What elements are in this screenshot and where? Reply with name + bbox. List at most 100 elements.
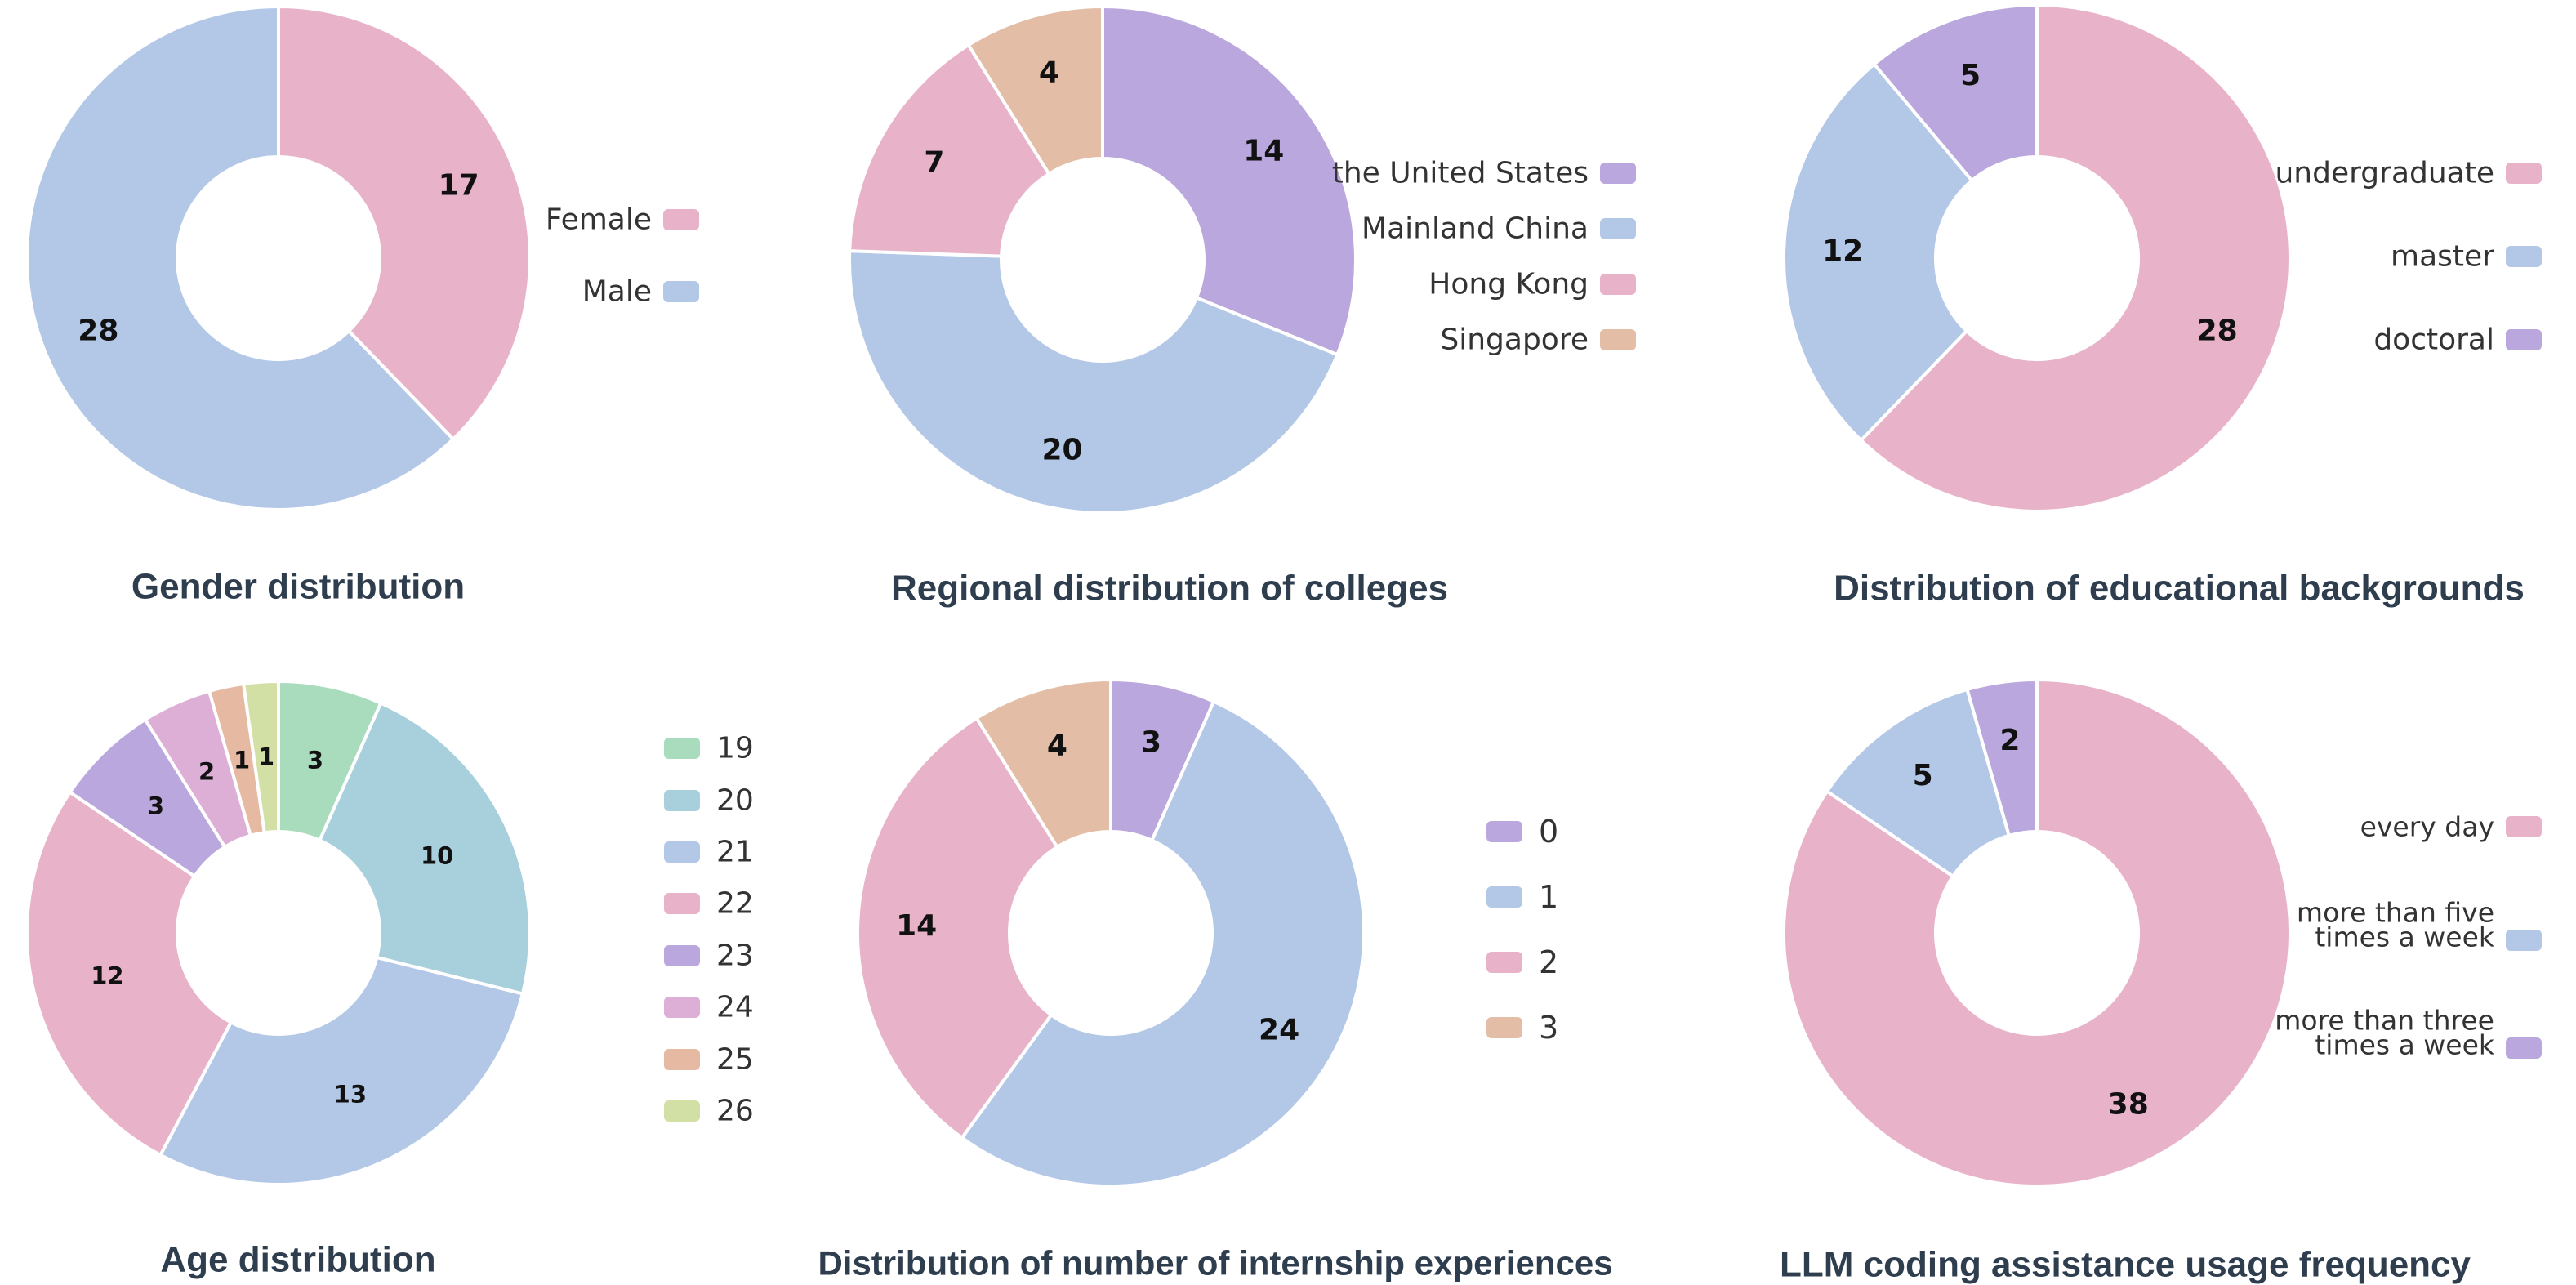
legend-item-22: 22 [664,887,754,921]
legend-swatch [1486,1017,1522,1038]
legend-item-26: 26 [664,1095,754,1128]
slice-value-master: 12 [1822,234,1863,268]
legend-label: 0 [1539,814,1558,850]
legend-swatch [664,945,700,966]
slice-every-day [1782,678,2292,1188]
donut-chart-1: 17 28 Female Male Gender distribution [25,5,699,607]
slice-value-more-than-five-times-a-week: 5 [1913,759,1933,792]
slice-1 [960,699,1366,1188]
slice-value-doctoral: 5 [1960,59,1981,92]
slice-22 [25,790,233,1157]
legend-item-hong-kong: Hong Kong [1428,268,1636,301]
legend-item-female: Female [546,203,699,237]
slice-value-22: 12 [91,962,123,989]
legend-item-3: 3 [1486,1010,1558,1046]
legend-label: master [2391,240,2494,274]
legend-swatch [2506,163,2542,184]
slice-undergraduate [1859,3,2292,513]
slice-mainland-china [848,249,1339,515]
legend-item-every-day: every day [2360,811,2542,843]
legend-swatch [1600,329,1636,350]
slice-value-male: 28 [78,315,118,348]
chart-title: Gender distribution [131,567,465,607]
legend-label: 25 [716,1043,754,1077]
legend-item-19: 19 [664,732,754,765]
slice-value-0: 3 [1141,726,1161,760]
slice-value-singapore: 4 [1039,56,1059,90]
slice-the-united-states [1101,5,1357,357]
legend-swatch [663,281,699,302]
slice-21 [158,956,524,1186]
chart-title: Regional distribution of colleges [891,569,1448,609]
slice-value-hong-kong: 7 [924,146,944,180]
slice-doctoral [1872,3,2039,183]
legend-swatch [1600,218,1636,239]
legend-item-2: 2 [1486,944,1558,980]
slice-value-mainland-china: 20 [1041,433,1082,466]
legend-item-24: 24 [664,991,754,1024]
legend-label: 19 [716,732,754,765]
slice-value-21: 13 [334,1080,367,1108]
slice-26 [242,680,280,835]
slice-value-24: 2 [198,758,215,786]
legend-item-mainland-china: Mainland China [1362,212,1636,246]
legend-swatch [2506,930,2542,951]
legend-item-undergraduate: undergraduate [2275,157,2542,190]
legend-label: every day [2360,811,2494,843]
donut-chart-2: 14 20 7 4 the United States Mainland China Hon… [848,5,1636,609]
slice-value-20: 10 [421,841,453,869]
slice-master [1782,62,1974,442]
legend-item-more-than-three-times-a-week: more than three times a week [2275,1005,2542,1061]
legend-swatch [1600,274,1636,295]
slice-value-every-day: 38 [2108,1088,2149,1122]
slice-more-than-three-times-a-week [1965,678,2039,837]
legend-swatch [2506,1037,2542,1059]
donut-chart-5: 3 24 14 4 0 1 2 3 Distribution of number of inte… [818,678,1613,1283]
legend-item-23: 23 [664,939,754,973]
chart-title: LLM coding assistance usage frequency [1780,1245,2471,1285]
legend-item-25: 25 [664,1043,754,1077]
legend-swatch [664,790,700,811]
chart-title: Distribution of educational backgrounds [1834,569,2525,609]
legend-swatch [2506,816,2542,837]
legend-label: Singapore [1440,323,1589,357]
legend-label: Male [582,275,652,309]
slice-20 [318,701,532,996]
legend-item-master: master [2391,240,2542,274]
legend-swatch [664,841,700,863]
legend-item-more-than-five-times-a-week: more than five times a week [2297,897,2542,953]
legend-swatch [664,997,700,1018]
legend-swatch [1600,163,1636,184]
slice-value-more-than-three-times-a-week: 2 [1999,724,2020,757]
slice-more-than-five-times-a-week [1825,688,2011,878]
legend-label: doctoral [2373,323,2494,357]
legend-swatch [1486,821,1522,842]
legend-label: 26 [716,1095,754,1128]
legend-label: 24 [716,991,754,1024]
slice-3 [974,678,1112,849]
slice-male [25,5,455,511]
legend-item-male: Male [582,275,699,309]
legend-swatch [1486,886,1522,908]
slice-2 [856,716,1059,1140]
legend-label: 23 [716,939,754,973]
legend-item-the-united-states: the United States [1332,157,1636,190]
legend-label: 21 [716,836,754,869]
legend-label: more than three times a week [2275,1005,2495,1061]
legend-label: Hong Kong [1428,268,1589,301]
slice-value-undergraduate: 28 [2197,315,2238,348]
legend-swatch [2506,329,2542,350]
slice-singapore [966,5,1104,176]
slice-value-25: 1 [234,747,250,774]
legend-item-1: 1 [1486,879,1558,915]
legend-swatch [664,893,700,914]
slice-value-2: 14 [896,909,937,943]
legend-label: 1 [1539,879,1558,915]
legend-label: the United States [1332,157,1589,190]
slice-value-26: 1 [258,743,274,771]
legend-item-20: 20 [664,784,754,818]
legend-swatch [664,1049,700,1070]
legend-label: 2 [1539,944,1558,980]
legend-item-0: 0 [1486,814,1558,850]
